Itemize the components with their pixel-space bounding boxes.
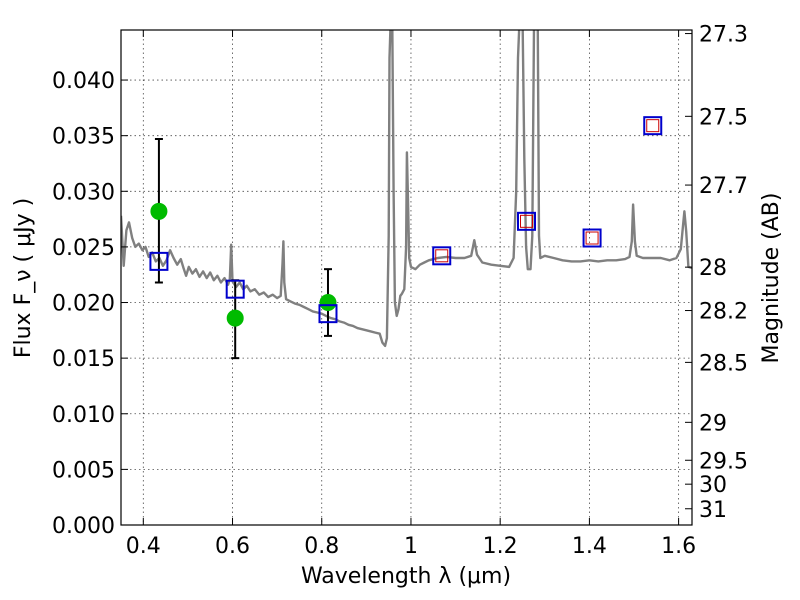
x-tick-label: 0.6 xyxy=(215,534,250,559)
plot-frame xyxy=(120,29,693,526)
model-point xyxy=(516,211,536,231)
observed-point xyxy=(226,309,244,327)
y-axis: 0.000 0.005 0.010 0.015 0.020 0.025 0.030 0.035… xyxy=(52,69,128,539)
right-tick-label: 28.2 xyxy=(699,300,748,325)
model-point-ir xyxy=(519,214,533,228)
model-point-ir xyxy=(435,249,449,263)
y-tick-label: 0.005 xyxy=(52,458,115,483)
plot-area xyxy=(121,30,692,360)
right-tick-label: 28 xyxy=(699,256,727,281)
y-tick-label: 0.010 xyxy=(52,403,115,428)
model-point xyxy=(432,246,452,266)
y-tick-label: 0.040 xyxy=(52,69,115,94)
observed-point xyxy=(319,294,337,312)
right-tick-label: 28.5 xyxy=(699,351,748,376)
right-tick-label: 29 xyxy=(699,411,727,436)
model-point-ir xyxy=(585,231,599,245)
y-tick-label: 0.020 xyxy=(52,292,115,317)
right-tick-label: 29.5 xyxy=(699,449,748,474)
x-tick-label: 1.4 xyxy=(572,534,607,559)
model-point xyxy=(643,116,663,136)
y-tick-label: 0.000 xyxy=(52,514,115,539)
x-axis: 0.4 0.6 0.8 1 1.2 1.4 1.6 xyxy=(126,30,696,559)
model-point xyxy=(225,279,245,299)
model-spectrum-line xyxy=(121,30,692,348)
y-tick-label: 0.015 xyxy=(52,347,115,372)
y-tick-label: 0.025 xyxy=(52,236,115,261)
right-tick-label: 31 xyxy=(699,498,727,523)
x-tick-label: 1 xyxy=(404,534,418,559)
x-tick-label: 1.6 xyxy=(661,534,696,559)
y-axis-title: Flux F_ν ( μJy ) xyxy=(11,198,36,358)
observed-point xyxy=(150,202,168,220)
right-tick-label: 27.5 xyxy=(699,105,748,130)
x-tick-label: 1.2 xyxy=(483,534,518,559)
x-tick-label: 0.8 xyxy=(304,534,339,559)
model-point xyxy=(318,304,338,324)
model-point-ir xyxy=(646,119,660,133)
model-point xyxy=(582,228,602,248)
y-tick-label: 0.030 xyxy=(52,180,115,205)
x-axis-title: Wavelength λ (μm) xyxy=(301,564,511,589)
right-tick-label: 27.7 xyxy=(699,174,748,199)
right-tick-label: 27.3 xyxy=(699,23,748,48)
x-tick-label: 0.4 xyxy=(126,534,161,559)
right-axis-title: Magnitude (AB) xyxy=(759,193,784,364)
model-point xyxy=(149,251,169,271)
right-tick-label: 30 xyxy=(699,473,727,498)
y-tick-label: 0.035 xyxy=(52,125,115,150)
